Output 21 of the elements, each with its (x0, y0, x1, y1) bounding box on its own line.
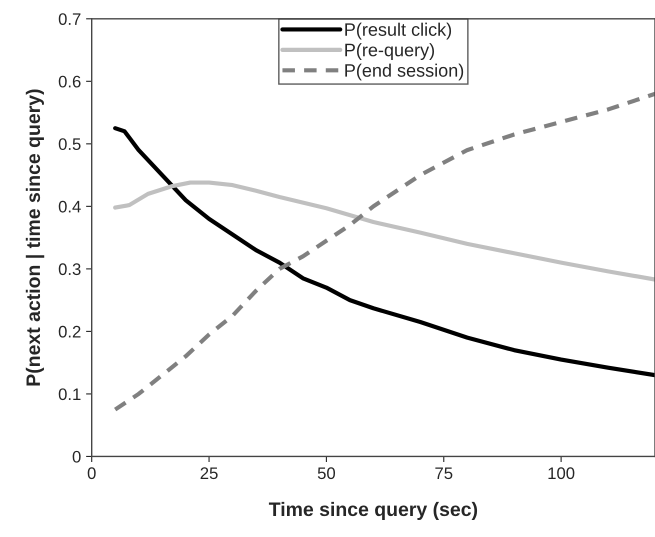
x-tick-label: 100 (548, 467, 574, 480)
line-series (113, 126, 655, 378)
y-tick-label: 0.7 (58, 13, 80, 25)
y-tick-label: 0.5 (58, 138, 81, 150)
x-tick-label: 75 (435, 467, 452, 480)
x-tick-label: 50 (318, 467, 336, 480)
y-axis-title: P(next action | time since query) (26, 89, 44, 386)
x-axis-title: Time since query (sec) (268, 502, 478, 520)
x-tick-label: 0 (88, 467, 96, 480)
legend-label: P(end session) (345, 64, 464, 80)
x-tick-label: 25 (200, 467, 218, 480)
y-tick-label: 0 (72, 450, 81, 463)
y-tick-label: 0.2 (58, 326, 80, 338)
y-tick-label: 0.1 (58, 388, 80, 400)
y-tick-label: 0.3 (58, 263, 81, 276)
y-tick-label: 0.6 (58, 76, 81, 88)
line-series (113, 180, 655, 282)
legend-label: P(re-query) (345, 43, 434, 60)
line-series (113, 92, 655, 412)
y-tick-label: 0.4 (58, 200, 81, 213)
legend-label: P(result click) (345, 22, 452, 40)
